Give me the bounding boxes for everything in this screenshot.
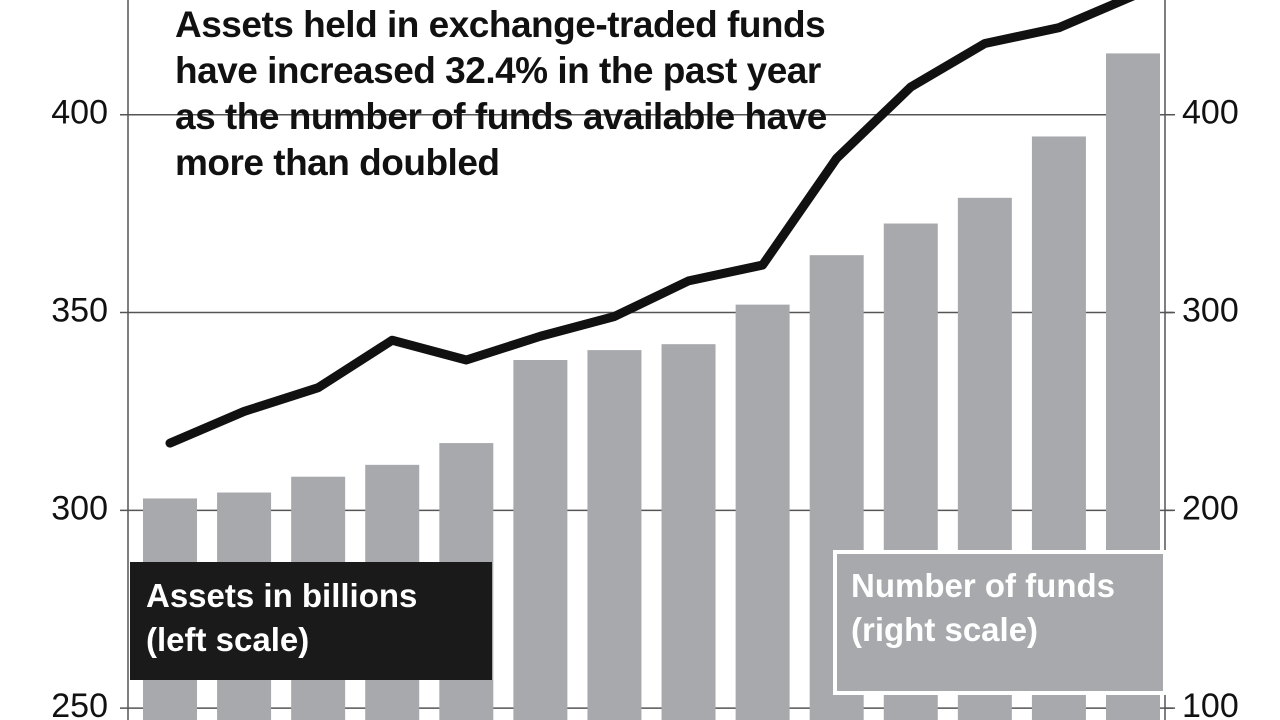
line <box>165 0 1136 448</box>
chart-title: Assets held in exchange-traded funds hav… <box>175 4 827 183</box>
y2-tick-label: 300 <box>1182 292 1239 330</box>
legend-bars: Number of funds (right scale) <box>833 550 1167 695</box>
y-tick-label: 300 <box>51 489 108 527</box>
bar <box>587 350 642 720</box>
y-tick-label: 400 <box>51 94 108 132</box>
bar <box>661 344 716 720</box>
y2-tick-label: 200 <box>1182 489 1239 527</box>
y-tick-label: 350 <box>51 292 108 330</box>
y-tick-label: 250 <box>51 687 108 720</box>
bar <box>735 304 790 720</box>
y2-tick-label: 100 <box>1182 687 1239 720</box>
bar <box>513 360 568 720</box>
legend-line: Assets in billions (left scale) <box>130 562 492 680</box>
y2-tick-label: 400 <box>1182 94 1239 132</box>
